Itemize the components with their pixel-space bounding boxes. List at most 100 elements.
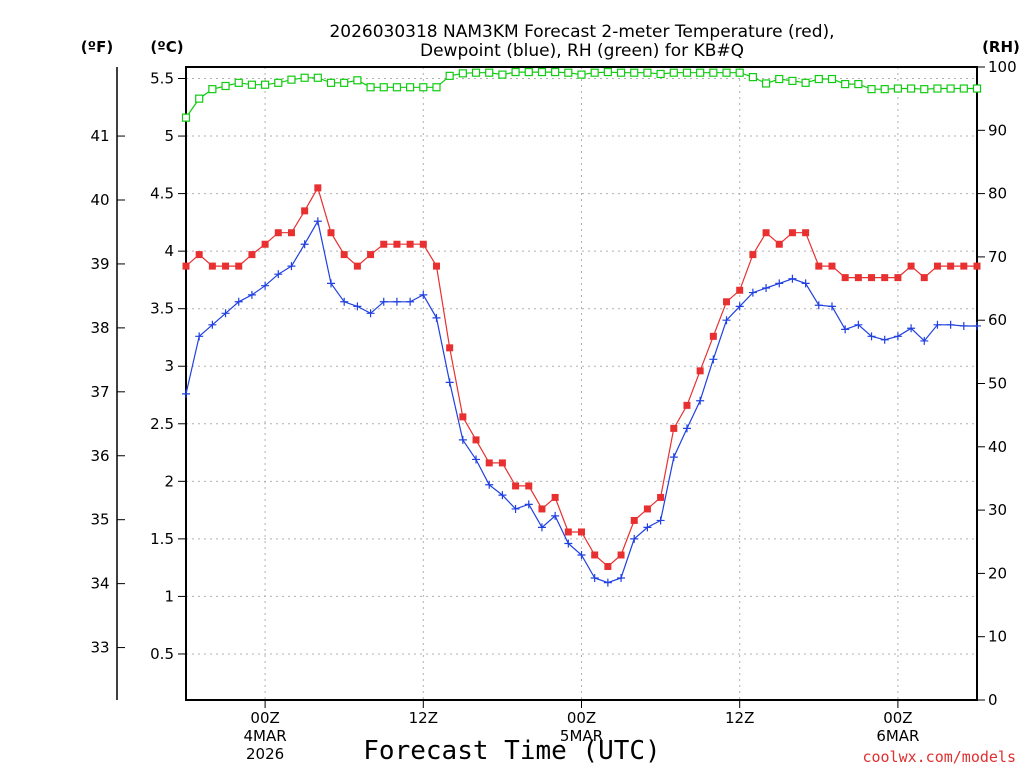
rh-point — [485, 68, 494, 77]
dewpoint-point — [775, 279, 784, 288]
dewpoint-point — [353, 302, 362, 311]
rh-tick-label: 70 — [988, 248, 1007, 266]
dewpoint-point — [762, 283, 771, 292]
temperature-point — [868, 274, 876, 282]
dewpoint-point — [722, 316, 731, 325]
dewpoint-point — [313, 217, 322, 226]
rh-point — [682, 68, 692, 77]
dewpoint-point — [735, 302, 744, 311]
rh-point — [643, 68, 652, 77]
x-tick-date: 6MAR — [876, 727, 919, 745]
rh-point — [353, 76, 362, 85]
rh-point — [392, 83, 402, 92]
temperature-point — [973, 262, 981, 270]
celsius-tick-label: 0.5 — [150, 645, 174, 663]
x-tick-label: 12Z — [409, 709, 438, 727]
temperature-point — [604, 562, 612, 570]
temperature-point — [933, 262, 941, 270]
temperature-point — [538, 505, 546, 513]
dewpoint-series — [182, 217, 981, 587]
temperature-point — [248, 251, 256, 259]
celsius-tick-label: 2 — [164, 472, 174, 490]
rh-point — [261, 80, 270, 89]
x-axis-title: Forecast Time (UTC) — [363, 736, 660, 766]
dewpoint-point — [709, 355, 718, 364]
dewpoint-point — [841, 325, 850, 334]
plot-frame — [185, 66, 978, 701]
dewpoint-point — [182, 389, 190, 398]
dewpoint-point — [814, 301, 823, 310]
temperature-point — [287, 229, 295, 237]
rh-point — [880, 85, 889, 94]
temperature-point — [907, 262, 915, 270]
rh-tick-label: 40 — [988, 438, 1007, 456]
dewpoint-point — [788, 274, 797, 283]
dewpoint-point — [893, 332, 902, 341]
dewpoint-point — [327, 279, 336, 288]
rh-point — [208, 85, 217, 94]
dewpoint-point — [590, 574, 599, 583]
x-tick-label: 00Z — [883, 709, 912, 727]
dewpoint-point — [669, 453, 678, 462]
temperature-point — [525, 482, 533, 490]
rh-point — [761, 79, 771, 88]
dewpoint-point — [458, 435, 467, 444]
rh-point — [656, 69, 665, 79]
rh-point — [906, 84, 916, 93]
fahrenheit-tick-label: 39 — [90, 255, 109, 273]
dewpoint-point — [643, 523, 652, 532]
rh-point — [300, 73, 309, 82]
rh-point — [247, 80, 257, 89]
temperature-point — [261, 240, 269, 248]
temperature-point — [762, 229, 770, 237]
chart-title-line1: 2026030318 NAM3KM Forecast 2-meter Tempe… — [329, 22, 834, 42]
temperature-point — [327, 229, 335, 237]
rh-point — [630, 68, 639, 77]
dewpoint-point — [880, 335, 889, 344]
temperature-point — [551, 493, 559, 501]
celsius-tick-label: 3.5 — [150, 300, 174, 318]
temperature-point — [459, 413, 467, 421]
dewpoint-point — [907, 324, 916, 333]
credit-text: coolwx.com/models — [862, 748, 1016, 766]
x-tick-date: 4MAR — [244, 727, 287, 745]
dewpoint-point — [287, 262, 296, 271]
dewpoint-point — [485, 480, 494, 489]
rh-point — [920, 85, 929, 94]
rh-point — [735, 68, 744, 77]
temperature-point — [802, 229, 810, 237]
temperature-point — [828, 262, 836, 270]
temperature-point — [960, 262, 968, 270]
fahrenheit-axis-label: (ºF) — [81, 38, 113, 56]
fahrenheit-tick-label: 36 — [90, 447, 109, 465]
x-tick-label: 00Z — [250, 709, 279, 727]
temperature-point — [472, 436, 480, 444]
temperature-point — [591, 551, 599, 559]
dewpoint-point — [221, 309, 230, 318]
dewpoint-point — [366, 309, 375, 318]
celsius-tick-label: 1 — [164, 587, 174, 605]
rh-point — [195, 94, 204, 103]
dewpoint-point — [432, 313, 441, 322]
dewpoint-point — [274, 270, 283, 279]
temperature-point — [696, 367, 704, 375]
dewpoint-point — [419, 290, 428, 299]
rh-point — [445, 71, 454, 80]
celsius-tick-label: 2.5 — [150, 415, 174, 433]
temperature-point — [340, 251, 348, 259]
rh-point — [709, 68, 718, 77]
rh-tick-label: 20 — [988, 564, 1007, 582]
dewpoint-point — [524, 500, 533, 509]
celsius-tick-label: 4.5 — [150, 185, 174, 203]
rh-tick-label: 50 — [988, 375, 1007, 393]
rh-point — [181, 113, 191, 122]
dewpoint-point — [551, 511, 560, 520]
rh-point — [524, 67, 533, 77]
temperature-point — [775, 240, 783, 248]
temperature-point — [195, 251, 203, 259]
rh-tick-label: 80 — [988, 185, 1007, 203]
rh-tick-label: 90 — [988, 121, 1007, 139]
rh-point — [564, 68, 573, 77]
dewpoint-point — [392, 297, 401, 306]
rh-point — [326, 78, 336, 87]
